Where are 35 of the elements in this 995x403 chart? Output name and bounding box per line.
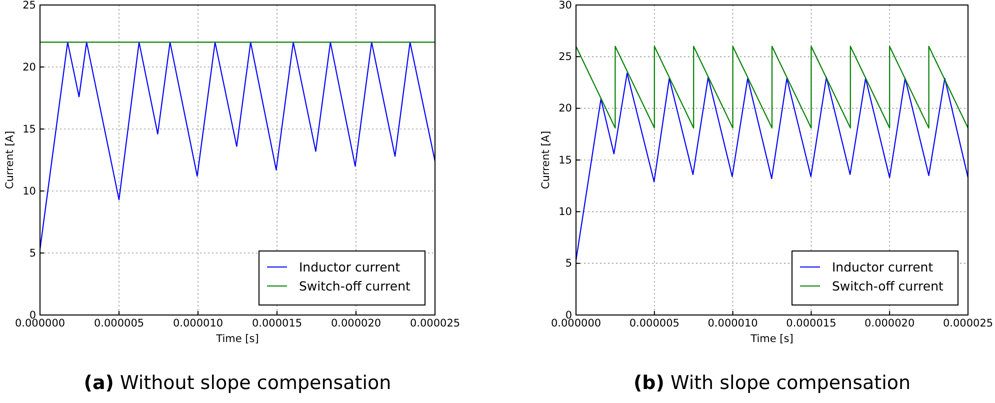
text: (a) Without slope compensation bbox=[84, 372, 392, 394]
legend-label: Inductor current bbox=[832, 260, 934, 274]
x-tick-label: 0.000005 bbox=[629, 317, 680, 330]
x-tick-label: 0.000010 bbox=[708, 317, 758, 330]
x-tick-label: 0.000000 bbox=[14, 317, 66, 330]
y-tick-label: 5 bbox=[565, 258, 572, 270]
y-tick-label: 30 bbox=[558, 0, 572, 12]
y-axis-title: Current [A] bbox=[540, 130, 552, 190]
y-axis-title: Current [A] bbox=[4, 130, 16, 190]
x-axis-title: Time [s] bbox=[215, 333, 259, 345]
y-tick-label: 20 bbox=[22, 61, 36, 74]
y-tick-label: 25 bbox=[558, 51, 572, 64]
legend-label: Inductor current bbox=[299, 260, 400, 274]
x-tick-label: 0.000000 bbox=[550, 317, 602, 330]
x-axis-title: Time [s] bbox=[750, 333, 794, 345]
text: (b) With slope compensation bbox=[633, 372, 911, 394]
x-tick-label: 0.000020 bbox=[330, 317, 382, 330]
x-tick-label: 0.000025 bbox=[410, 317, 460, 330]
x-tick-label: 0.000020 bbox=[864, 317, 915, 330]
y-tick-label: 15 bbox=[22, 123, 36, 136]
y-tick-label: 25 bbox=[22, 0, 36, 12]
x-tick-label: 0.000010 bbox=[172, 317, 224, 330]
legend-label: Switch-off current bbox=[299, 278, 410, 294]
y-tick-label: 20 bbox=[558, 102, 572, 115]
legend-label: Switch-off current bbox=[832, 278, 944, 294]
x-tick-label: 0.000015 bbox=[786, 317, 836, 330]
x-tick-label: 0.000025 bbox=[942, 317, 994, 330]
y-tick-label: 10 bbox=[22, 185, 36, 198]
line-series bbox=[576, 72, 968, 261]
x-tick-label: 0.000015 bbox=[252, 317, 302, 330]
line-series bbox=[40, 42, 435, 250]
x-tick-label: 0.000005 bbox=[94, 317, 144, 330]
y-tick-label: 10 bbox=[558, 206, 572, 218]
y-tick-label: 5 bbox=[29, 247, 36, 260]
y-tick-label: 15 bbox=[558, 154, 572, 166]
